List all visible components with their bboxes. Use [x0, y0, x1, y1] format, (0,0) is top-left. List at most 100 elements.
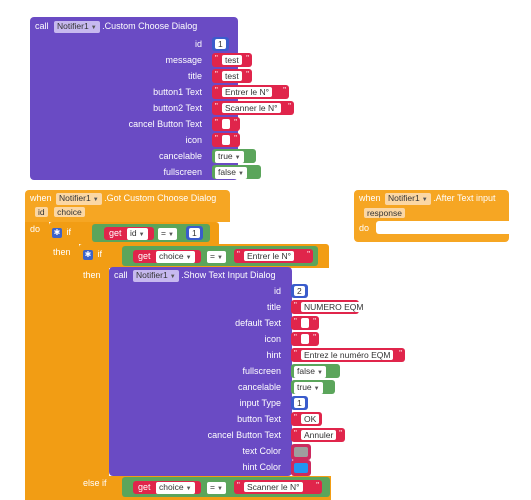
param-label: text Color [242, 446, 281, 456]
text-block[interactable]: " " [291, 332, 319, 346]
param-label: cancel Button Text [128, 119, 202, 129]
event-arg-id[interactable]: id [35, 207, 48, 217]
color-swatch[interactable] [294, 447, 308, 457]
param-label: input Type [239, 398, 281, 408]
text-value[interactable]: Annuler [301, 430, 337, 440]
text-value[interactable]: Entrer le N° [222, 87, 273, 97]
text-block[interactable]: " " [291, 316, 319, 330]
gear-icon[interactable]: ✱ [52, 228, 62, 238]
then-keyword: then [53, 247, 71, 257]
boolean-block[interactable]: false ▼ [212, 165, 261, 179]
chevron-down-icon: ▼ [421, 197, 428, 203]
custom-choose-dialog-block[interactable]: call Notifier1 ▼ .Custom Choose Dialog [30, 17, 238, 180]
color-swatch[interactable] [294, 463, 308, 473]
text-value[interactable]: test [222, 55, 242, 65]
do-keyword: do [359, 223, 370, 233]
text-block[interactable]: " Entrez le numéro EQM " [291, 348, 405, 362]
event-block-body [25, 222, 49, 500]
got-custom-choose-event-block[interactable]: when Notifier1 ▼ .Got Custom Choose Dialo… [25, 190, 230, 222]
number-block[interactable]: 1 [291, 396, 308, 410]
color-block[interactable] [291, 460, 311, 476]
operator-dropdown[interactable]: = ▼ [207, 482, 226, 494]
param-label: button2 Text [153, 103, 202, 113]
text-block[interactable]: " Annuler " [291, 428, 345, 442]
param-label: hint [266, 350, 281, 360]
param-label: icon [264, 334, 281, 344]
call-keyword: call [114, 270, 128, 280]
boolean-block[interactable]: true ▼ [291, 380, 335, 394]
text-block[interactable]: " NUMERO EQM " [291, 300, 367, 314]
var-dropdown-choice[interactable]: choice ▼ [156, 251, 195, 263]
text-value[interactable]: test [222, 71, 242, 81]
param-label: default Text [235, 318, 281, 328]
operator-dropdown[interactable]: = ▼ [158, 228, 177, 240]
after-text-input-event-block[interactable]: when Notifier1 ▼ .After Text input respon… [354, 190, 509, 242]
get-choice-block[interactable]: get choice ▼ [133, 250, 201, 263]
text-value[interactable] [301, 334, 309, 344]
number-value[interactable]: 1 [294, 398, 305, 408]
number-value[interactable]: 2 [294, 286, 305, 296]
event-arg-response[interactable]: response [364, 208, 405, 218]
show-text-input-dialog-block[interactable]: call Notifier1 ▼ .Show Text Input Dialog [109, 267, 292, 476]
boolean-block[interactable]: true ▼ [212, 149, 256, 163]
text-value[interactable] [222, 135, 230, 145]
boolean-dropdown[interactable]: false ▼ [215, 167, 247, 179]
number-block[interactable]: 1 [186, 226, 203, 240]
method-name: .Custom Choose Dialog [102, 21, 198, 31]
get-choice-block[interactable]: get choice ▼ [133, 481, 201, 494]
call-keyword: call [35, 21, 49, 31]
chevron-down-icon: ▼ [167, 232, 174, 238]
chevron-down-icon: ▼ [216, 255, 223, 261]
if-keyword: if [66, 227, 72, 237]
component-dropdown[interactable]: Notifier1 ▼ [54, 21, 100, 33]
param-label: button Text [237, 414, 281, 424]
number-block[interactable]: 2 [291, 284, 308, 298]
text-block[interactable]: " Scanner le N° " [234, 480, 322, 494]
boolean-dropdown[interactable]: false ▼ [294, 366, 326, 378]
boolean-dropdown[interactable]: true ▼ [215, 151, 244, 163]
text-block[interactable]: " " [212, 117, 240, 131]
text-value[interactable] [222, 119, 230, 129]
param-label: cancel Button Text [207, 430, 281, 440]
param-label: id [273, 286, 281, 296]
boolean-block[interactable]: false ▼ [291, 364, 340, 378]
event-name: .Got Custom Choose Dialog [104, 193, 217, 203]
param-label: cancelable [158, 151, 202, 161]
param-label: message [165, 55, 202, 65]
text-block[interactable]: " test " [212, 69, 252, 83]
text-value[interactable]: NUMERO EQM [301, 302, 367, 312]
component-dropdown[interactable]: Notifier1 ▼ [56, 193, 102, 205]
boolean-dropdown[interactable]: true ▼ [294, 382, 323, 394]
param-label: title [187, 71, 202, 81]
color-block[interactable] [291, 444, 311, 460]
text-block[interactable]: " " [212, 133, 240, 147]
text-block[interactable]: " OK " [291, 412, 322, 426]
if-outer-spine [49, 244, 79, 500]
text-value[interactable]: Entrez le numéro EQM [301, 350, 394, 360]
event-arg-choice[interactable]: choice [54, 207, 85, 217]
text-block[interactable]: " Scanner le N° " [212, 101, 294, 115]
param-label: button1 Text [153, 87, 202, 97]
param-label: fullscreen [242, 366, 281, 376]
text-block[interactable]: " Entrer le N° " [234, 249, 313, 263]
operator-dropdown[interactable]: = ▼ [207, 251, 226, 263]
do-keyword: do [30, 224, 41, 234]
get-id-block[interactable]: get id ▼ [104, 227, 154, 240]
param-label: hint Color [242, 462, 281, 472]
when-keyword: when [359, 193, 381, 203]
chevron-down-icon: ▼ [313, 386, 320, 392]
component-dropdown[interactable]: Notifier1 ▼ [385, 193, 431, 205]
text-block[interactable]: " Entrer le N° " [212, 85, 289, 99]
param-label: id [194, 39, 202, 49]
gear-icon[interactable]: ✱ [83, 250, 93, 260]
text-block[interactable]: " test " [212, 53, 252, 67]
number-block[interactable]: 1 [212, 37, 229, 51]
text-value[interactable] [301, 318, 309, 328]
chevron-down-icon: ▼ [185, 486, 192, 492]
text-value[interactable]: OK [301, 414, 320, 424]
component-dropdown[interactable]: Notifier1 ▼ [133, 270, 179, 282]
var-dropdown-choice[interactable]: choice ▼ [156, 482, 195, 494]
text-value[interactable]: Scanner le N° [222, 103, 281, 113]
number-value[interactable]: 1 [215, 39, 226, 49]
var-dropdown-id[interactable]: id ▼ [127, 228, 148, 240]
